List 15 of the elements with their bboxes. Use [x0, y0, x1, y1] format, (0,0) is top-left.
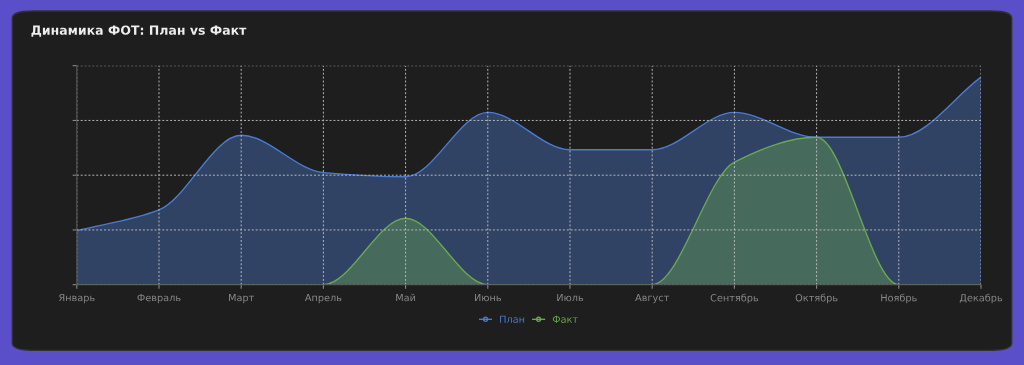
- legend-label: Факт: [552, 315, 578, 323]
- x-tick-label: Июнь: [474, 294, 501, 302]
- x-tick-label: Январь: [59, 294, 95, 304]
- x-tick-label: Август: [635, 294, 670, 304]
- x-tick-label: Декабрь: [959, 293, 1003, 304]
- legend-label: План: [500, 315, 525, 323]
- x-tick-label: Июль: [557, 294, 584, 302]
- x-tick-label: Апрель: [304, 294, 342, 304]
- x-tick-label: Март: [229, 294, 254, 304]
- x-tick-label: Ноябрь: [881, 293, 917, 304]
- x-tick-label: Май: [396, 293, 416, 302]
- x-tick-label: Сентябрь: [710, 293, 759, 304]
- x-tick-label: Октябрь: [795, 293, 838, 304]
- chart-title: Динамика ФОТ: План vs Факт: [31, 25, 247, 37]
- x-tick-label: Февраль: [137, 294, 181, 304]
